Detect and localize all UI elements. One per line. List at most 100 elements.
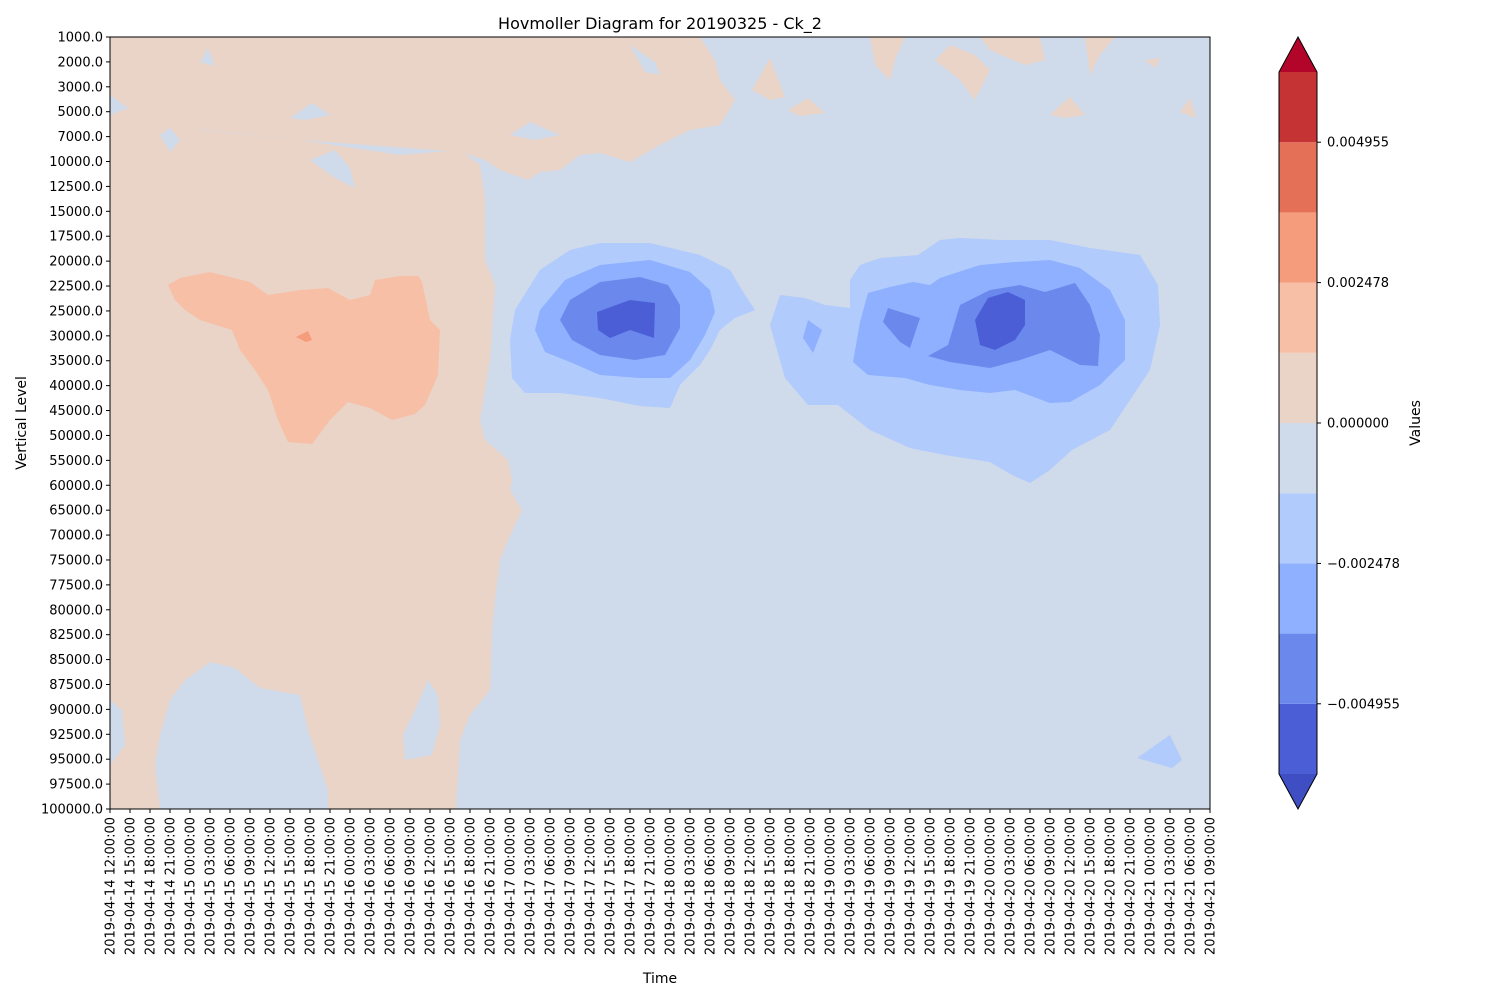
contour-level-near-zero-positive <box>1050 97 1085 118</box>
contour-level-near-zero-positive <box>1085 37 1115 75</box>
colorbar-ticks: 0.004955 0.002478 0.000000 −0.002478 −0.0049… <box>1317 136 1400 712</box>
colorbar-extend-under <box>1279 774 1317 809</box>
contour-level-near-zero-negative <box>290 103 330 120</box>
x-tick-label: 2019-04-21 06:00:00 <box>1184 817 1199 955</box>
colorbar-tick-label: 0.000000 <box>1327 417 1389 432</box>
contour-level-negative-2 <box>803 320 822 353</box>
x-tick-label: 2019-04-14 12:00:00 <box>104 817 119 955</box>
colorbar-tick-label: 0.002478 <box>1327 276 1389 291</box>
y-tick-label: 50000.0 <box>49 429 103 444</box>
y-tick-label: 17500.0 <box>49 230 103 245</box>
y-tick-label: 40000.0 <box>49 379 103 394</box>
y-tick-label: 90000.0 <box>49 703 103 718</box>
x-tick-label: 2019-04-18 21:00:00 <box>804 817 819 955</box>
x-tick-label: 2019-04-20 21:00:00 <box>1124 817 1139 955</box>
y-axis-label: Vertical Level <box>14 376 30 470</box>
x-tick-label: 2019-04-19 03:00:00 <box>844 817 859 955</box>
contour-level-negative-4 <box>597 300 655 338</box>
y-tick-label: 75000.0 <box>49 553 103 568</box>
y-tick-label: 2000.0 <box>58 55 104 70</box>
colorbar-tick-label: 0.004955 <box>1327 136 1389 151</box>
contour-level-near-zero-negative <box>200 48 215 66</box>
x-tick-label: 2019-04-15 18:00:00 <box>304 817 319 955</box>
x-tick-label: 2019-04-15 09:00:00 <box>244 817 259 955</box>
y-tick-label: 87500.0 <box>49 678 103 693</box>
x-tick-label: 2019-04-19 06:00:00 <box>864 817 879 955</box>
x-tick-label: 2019-04-20 06:00:00 <box>1024 817 1039 955</box>
contour-level-near-zero-negative <box>510 122 560 140</box>
y-tick-label: 35000.0 <box>49 354 103 369</box>
x-tick-label: 2019-04-18 00:00:00 <box>664 817 679 955</box>
x-tick-label: 2019-04-15 12:00:00 <box>264 817 279 955</box>
colorbar-band <box>1279 633 1317 704</box>
x-tick-label: 2019-04-19 12:00:00 <box>904 817 919 955</box>
x-tick-label: 2019-04-14 15:00:00 <box>124 817 139 955</box>
y-tick-label: 10000.0 <box>49 155 103 170</box>
contour-level-negative-1 <box>1137 735 1182 768</box>
x-tick-label: 2019-04-15 21:00:00 <box>324 817 339 955</box>
colorbar-band <box>1279 72 1317 143</box>
x-tick-label: 2019-04-16 21:00:00 <box>484 817 499 955</box>
y-tick-label: 25000.0 <box>49 304 103 319</box>
x-axis-label: Time <box>642 971 677 987</box>
y-tick-label: 22500.0 <box>49 280 103 295</box>
contour-level-near-zero-negative <box>160 128 180 152</box>
contour-level-near-zero-negative <box>155 662 328 809</box>
y-tick-label: 82500.0 <box>49 628 103 643</box>
y-tick-label: 55000.0 <box>49 454 103 469</box>
y-tick-label: 92500.0 <box>49 728 103 743</box>
x-tick-label: 2019-04-16 12:00:00 <box>424 817 439 955</box>
colorbar: 0.004955 0.002478 0.000000 −0.002478 −0.0049… <box>1278 35 1424 811</box>
colorbar-band <box>1279 703 1317 774</box>
colorbar-tick-label: −0.004955 <box>1327 697 1400 712</box>
y-tick-label: 1000.0 <box>58 31 104 46</box>
contour-level-near-zero-positive <box>935 45 990 100</box>
x-tick-label: 2019-04-19 15:00:00 <box>924 817 939 955</box>
x-tick-label: 2019-04-20 00:00:00 <box>984 817 999 955</box>
y-tick-label: 65000.0 <box>49 504 103 519</box>
y-tick-label: 12500.0 <box>49 180 103 195</box>
contour-level-positive-2 <box>168 272 440 444</box>
chart-title: Hovmoller Diagram for 20190325 - Ck_2 <box>498 14 822 34</box>
y-tick-label: 77500.0 <box>49 578 103 593</box>
colorbar-band <box>1279 282 1317 353</box>
contour-level-near-zero-positive <box>752 58 785 100</box>
contour-level-near-zero-negative <box>310 150 355 188</box>
y-tick-label: 5000.0 <box>58 105 104 120</box>
contour-level-negative-3 <box>883 308 920 348</box>
x-tick-label: 2019-04-18 15:00:00 <box>764 817 779 955</box>
x-tick-label: 2019-04-20 09:00:00 <box>1044 817 1059 955</box>
contour-level-near-zero-negative <box>110 700 125 765</box>
y-axis: 1000.0 2000.0 3000.0 5000.0 7000.0 10000.0 125… <box>41 31 110 818</box>
x-tick-label: 2019-04-17 18:00:00 <box>624 817 639 955</box>
colorbar-band <box>1279 563 1317 634</box>
colorbar-band <box>1279 493 1317 564</box>
colorbar-outline <box>1278 35 1318 811</box>
x-tick-label: 2019-04-18 03:00:00 <box>684 817 699 955</box>
contour-level-near-zero-negative <box>403 680 440 760</box>
x-tick-label: 2019-04-18 12:00:00 <box>744 817 759 955</box>
x-tick-label: 2019-04-20 12:00:00 <box>1064 817 1079 955</box>
y-tick-label: 95000.0 <box>49 753 103 768</box>
x-tick-label: 2019-04-17 12:00:00 <box>584 817 599 955</box>
contour-level-near-zero-positive <box>1145 58 1160 68</box>
x-tick-label: 2019-04-17 03:00:00 <box>524 817 539 955</box>
x-tick-label: 2019-04-17 15:00:00 <box>604 817 619 955</box>
y-tick-label: 20000.0 <box>49 255 103 270</box>
x-tick-label: 2019-04-21 09:00:00 <box>1204 817 1219 955</box>
y-tick-label: 60000.0 <box>49 479 103 494</box>
colorbar-band <box>1279 142 1317 213</box>
x-tick-label: 2019-04-18 18:00:00 <box>784 817 799 955</box>
x-tick-label: 2019-04-20 18:00:00 <box>1104 817 1119 955</box>
x-tick-label: 2019-04-21 03:00:00 <box>1164 817 1179 955</box>
x-tick-label: 2019-04-19 00:00:00 <box>824 817 839 955</box>
y-tick-label: 45000.0 <box>49 404 103 419</box>
colorbar-band <box>1279 212 1317 283</box>
x-tick-label: 2019-04-17 06:00:00 <box>544 817 559 955</box>
y-tick-label: 80000.0 <box>49 603 103 618</box>
plot-frame <box>109 36 1211 810</box>
y-tick-label: 3000.0 <box>58 80 104 95</box>
contour-level-negative-4 <box>975 292 1025 350</box>
y-tick-label: 15000.0 <box>49 205 103 220</box>
